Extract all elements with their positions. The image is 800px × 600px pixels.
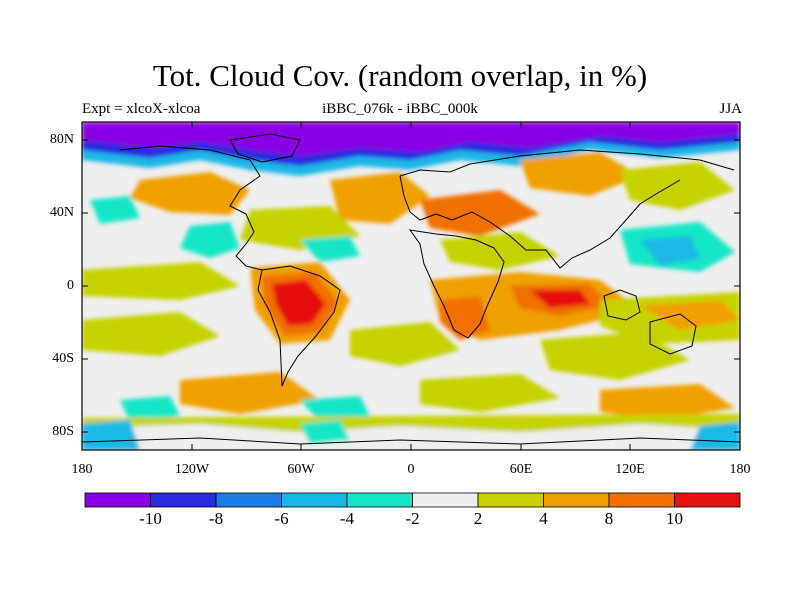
x-axis-ticks — [81, 122, 741, 450]
cloud-anomaly-field — [82, 122, 740, 450]
colorbar-label: -6 — [274, 509, 289, 528]
y-tick-label: 80S — [52, 424, 74, 439]
chart-title: Tot. Cloud Cov. (random overlap, in %) — [152, 58, 648, 93]
x-tick-label: 120W — [174, 462, 210, 477]
comparison-label: iBBC_076k - iBBC_000k — [322, 101, 478, 117]
colorbar-swatch — [215, 492, 282, 508]
x-tick-label: 180 — [729, 462, 751, 477]
y-tick-label: 0 — [67, 278, 74, 293]
x-tick-label: 0 — [407, 462, 415, 477]
colorbar-label: 8 — [604, 509, 614, 528]
colorbar-label: -4 — [339, 509, 355, 528]
x-tick-label: 180 — [71, 462, 93, 477]
x-tick-label: 60E — [509, 462, 533, 477]
colorbar-label: 10 — [666, 509, 683, 528]
y-tick-label: 40N — [49, 205, 74, 220]
colorbar-swatch — [543, 492, 610, 508]
y-tick-label: 80N — [49, 132, 74, 147]
colorbar-label: 2 — [473, 509, 483, 528]
colorbar-label: 4 — [539, 509, 548, 528]
colorbar-swatch — [477, 492, 544, 508]
colorbar-label: -8 — [208, 509, 224, 528]
season-label: JJA — [719, 101, 742, 117]
colorbar-swatch — [674, 492, 741, 508]
y-axis-ticks — [82, 139, 740, 433]
colorbar-swatch — [608, 492, 675, 508]
x-tick-label: 120E — [615, 462, 645, 477]
y-tick-label: 40S — [52, 351, 74, 366]
x-tick-label: 60W — [287, 462, 315, 477]
colorbar-label: -10 — [139, 509, 162, 528]
colorbar-label: -2 — [405, 509, 420, 528]
colorbar-swatch — [346, 492, 413, 508]
colorbar-swatch — [412, 492, 479, 508]
colorbar-swatch — [84, 492, 151, 508]
colorbar-swatch — [281, 492, 348, 508]
colorbar-swatch — [150, 492, 217, 508]
coastlines — [82, 133, 740, 445]
experiment-label: Expt = xlcoX-xlcoa — [82, 101, 201, 117]
